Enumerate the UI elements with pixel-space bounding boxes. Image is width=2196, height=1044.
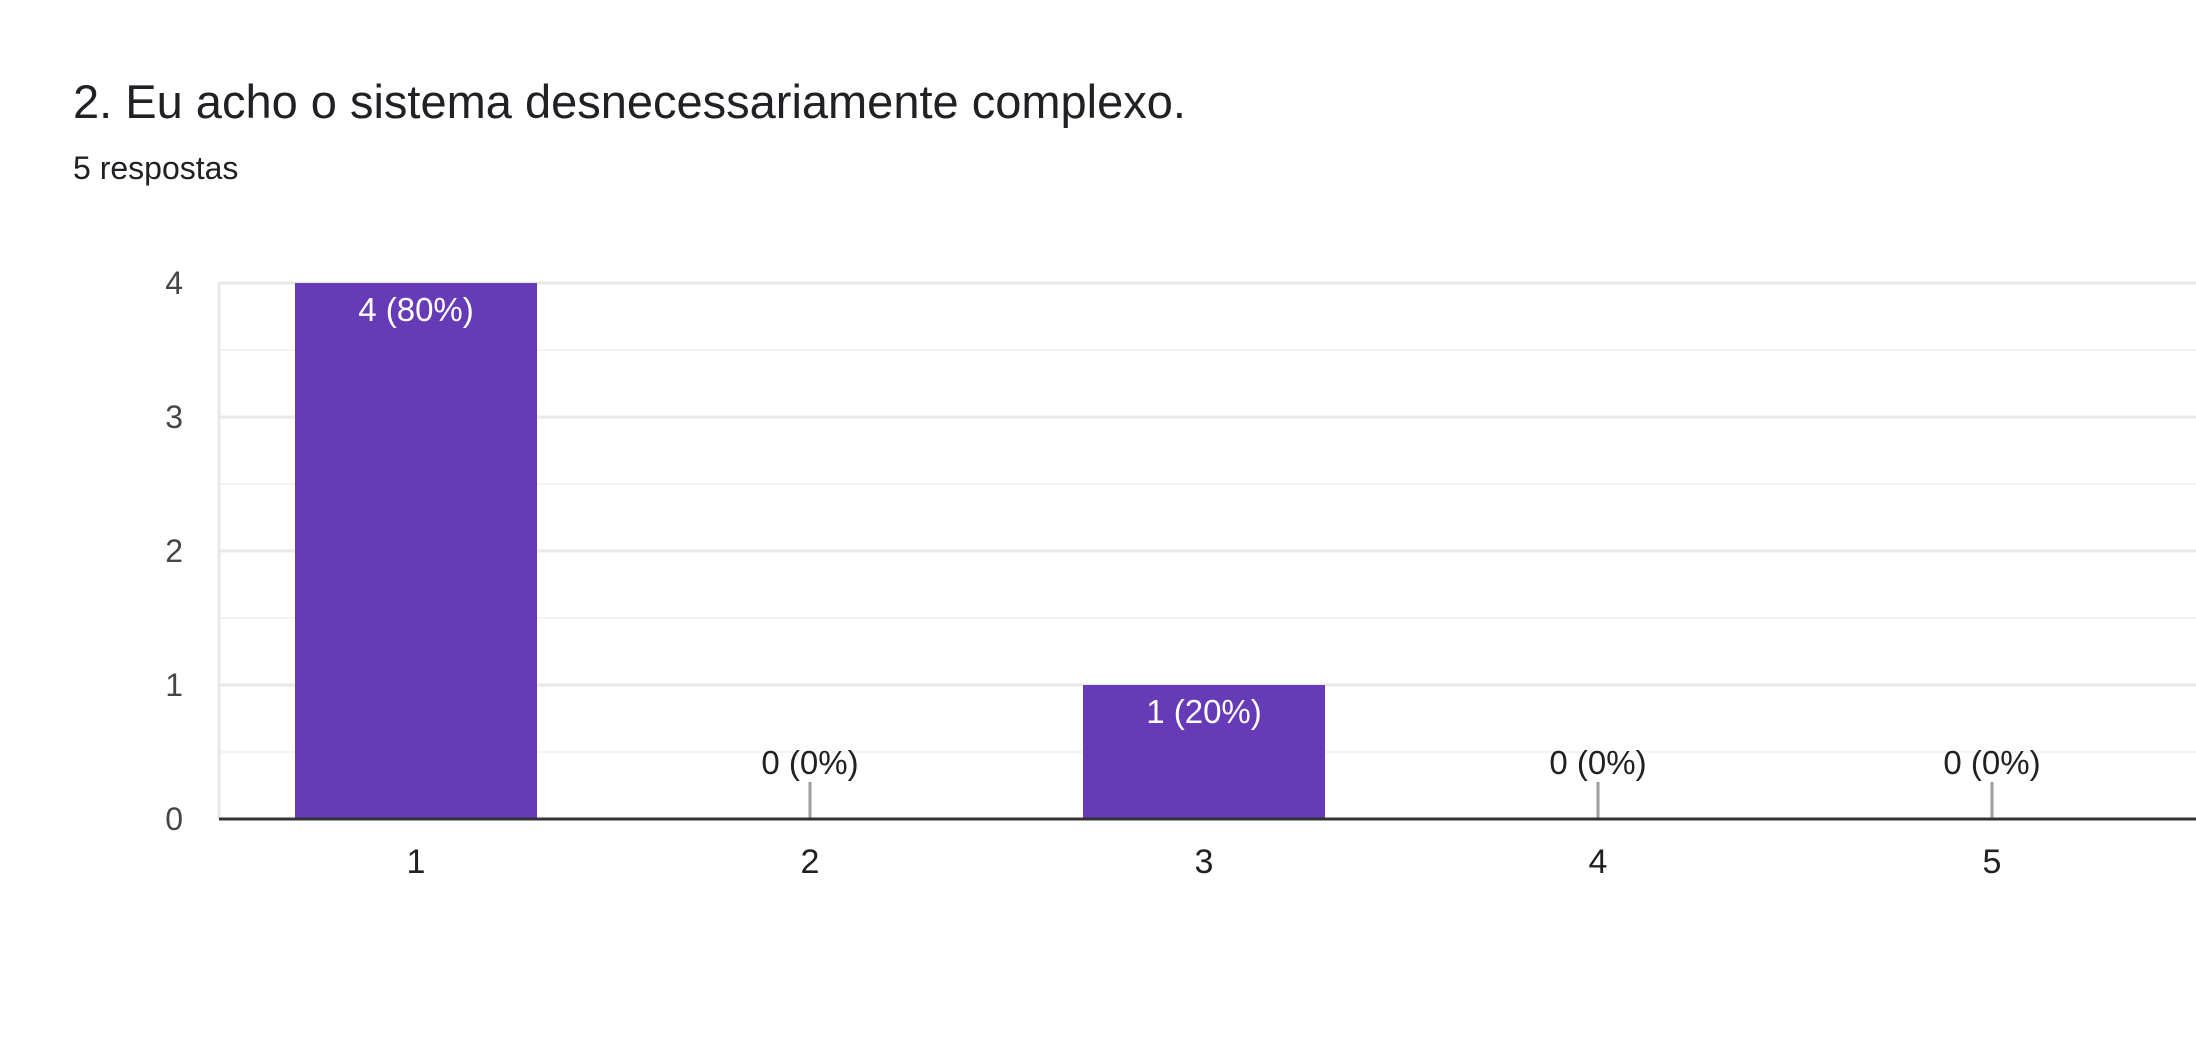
bar <box>1083 685 1325 819</box>
page-title: 2. Eu acho o sistema desnecessariamente … <box>73 75 1186 128</box>
data-label: 0 (0%) <box>761 744 858 781</box>
data-label: 0 (0%) <box>1943 744 2040 781</box>
x-tick-label: 5 <box>1983 843 2002 881</box>
bars <box>295 283 1994 819</box>
y-tick-label: 1 <box>165 667 183 703</box>
data-label: 4 (80%) <box>358 291 474 328</box>
labels: 0 1 2 3 4 4 (80%) 1 0 (0%) 2 1 (20%) 3 0 (0%) 4 0 (0%… <box>165 265 2040 881</box>
y-tick-label: 3 <box>165 399 183 435</box>
y-tick-label: 4 <box>165 265 183 301</box>
y-tick-label: 0 <box>165 801 183 837</box>
x-tick-label: 2 <box>801 843 820 881</box>
x-tick-label: 4 <box>1589 843 1608 881</box>
response-count: 5 respostas <box>73 150 239 186</box>
x-tick-label: 3 <box>1195 843 1214 881</box>
data-label: 0 (0%) <box>1549 744 1646 781</box>
data-label: 1 (20%) <box>1146 693 1262 730</box>
x-tick-label: 1 <box>407 843 426 881</box>
bar <box>295 283 537 819</box>
grid-lines <box>217 281 2196 819</box>
y-tick-label: 2 <box>165 533 183 569</box>
